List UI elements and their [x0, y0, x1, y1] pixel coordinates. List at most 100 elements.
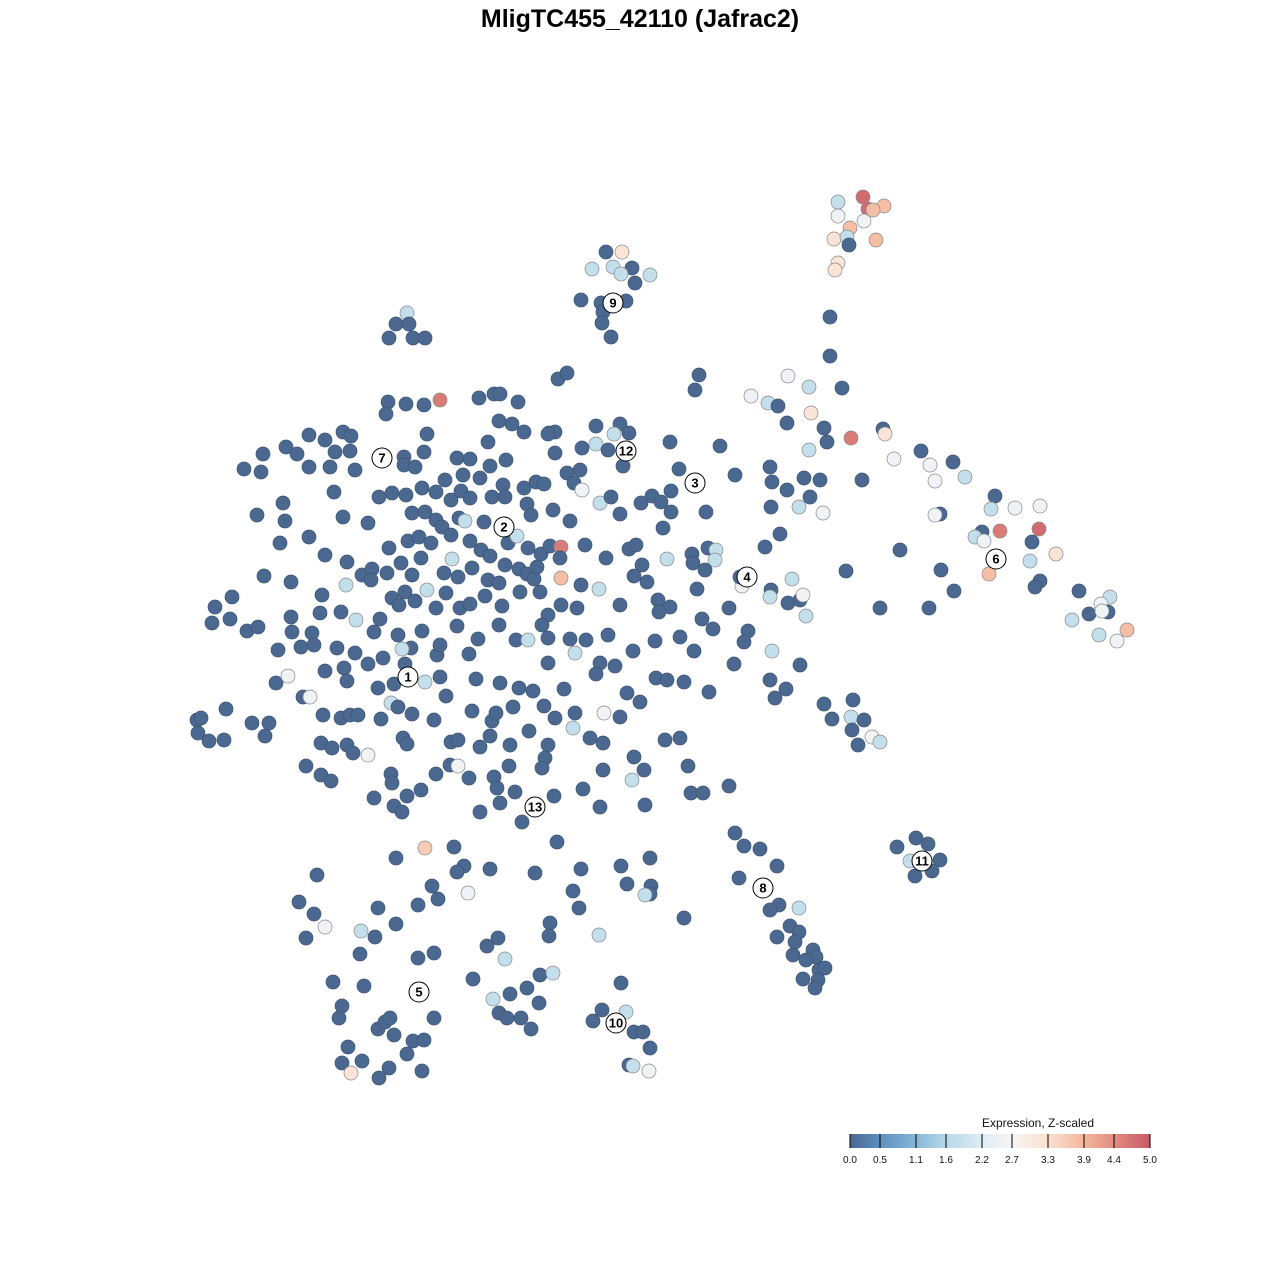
cluster-label-badge [397, 666, 419, 688]
cell-point [1064, 612, 1080, 628]
cell-point [585, 1013, 601, 1029]
cell-point [326, 484, 342, 500]
cell-point [277, 513, 293, 529]
cell-point [1109, 633, 1125, 649]
cell-point [461, 770, 477, 786]
cell-point [819, 434, 835, 450]
cell-point [865, 202, 881, 218]
cell-point [685, 555, 701, 571]
cell-point [981, 566, 997, 582]
cell-point [540, 655, 556, 671]
cell-point [491, 575, 507, 591]
cell-point [366, 790, 382, 806]
cell-point [516, 424, 532, 440]
cell-point [432, 392, 448, 408]
cell-point [416, 397, 432, 413]
cell-point [193, 710, 209, 726]
cell-point [801, 442, 817, 458]
cell-point [464, 703, 480, 719]
cell-point [491, 413, 507, 429]
cell-point [676, 910, 692, 926]
cell-point [490, 930, 506, 946]
cell-point [619, 876, 635, 892]
cell-point [603, 329, 619, 345]
cell-point [932, 852, 948, 868]
cell-point [574, 482, 590, 498]
cell-point [762, 459, 778, 475]
cell-point [444, 551, 460, 567]
cell-point [815, 505, 831, 521]
cell-point [817, 960, 833, 976]
cell-point [802, 489, 818, 505]
cell-point [877, 426, 893, 442]
cell-point [345, 745, 361, 761]
legend-tick-label: 5.0 [1143, 1155, 1157, 1166]
cell-point [268, 675, 284, 691]
cell-point [360, 747, 376, 763]
cell-point [933, 562, 949, 578]
cell-point [501, 758, 517, 774]
cell-point [663, 483, 679, 499]
cell-point [621, 425, 637, 441]
cell-point [565, 883, 581, 899]
cell-point [567, 705, 583, 721]
cell-point [672, 730, 688, 746]
cell-point [250, 619, 266, 635]
cell-point [398, 487, 414, 503]
cell-point [552, 550, 568, 566]
cell-point [462, 596, 478, 612]
cell-point [770, 398, 786, 414]
cell-point [342, 443, 358, 459]
cell-point [507, 784, 523, 800]
cell-point [763, 499, 779, 515]
cell-point [854, 472, 870, 488]
cell-point [596, 705, 612, 721]
cell-point [204, 615, 220, 631]
cell-point [721, 778, 737, 794]
legend-tick-label: 3.9 [1077, 1155, 1091, 1166]
cell-point [807, 980, 823, 996]
cell-point [417, 330, 433, 346]
cell-point [309, 867, 325, 883]
cell-point [659, 672, 675, 688]
cell-point [792, 657, 808, 673]
cell-point [413, 550, 429, 566]
cell-point [834, 380, 850, 396]
cell-point [336, 660, 352, 676]
cell-point [428, 766, 444, 782]
cell-point [721, 600, 737, 616]
cell-point [386, 1027, 402, 1043]
cell-point [222, 611, 238, 627]
cell-point [497, 951, 513, 967]
legend-tick-label: 0.5 [873, 1155, 887, 1166]
cell-point [443, 492, 459, 508]
cell-point [850, 737, 866, 753]
cell-point [856, 712, 872, 728]
cell-point [822, 348, 838, 364]
cell-point [256, 568, 272, 584]
cell-point [477, 588, 493, 604]
cell-point [540, 737, 556, 753]
cell-point [607, 658, 623, 674]
cell-point [340, 1039, 356, 1055]
cell-point [401, 316, 417, 332]
cell-point [613, 266, 629, 282]
cell-point [381, 540, 397, 556]
cell-point [378, 406, 394, 422]
legend-colorbar [850, 1134, 1150, 1148]
cell-point [449, 864, 465, 880]
cell-point [275, 495, 291, 511]
cell-point [838, 563, 854, 579]
cell-point [641, 1063, 657, 1079]
cell-point [868, 232, 884, 248]
cell-point [380, 394, 396, 410]
cell-point [510, 394, 526, 410]
cell-point [293, 639, 309, 655]
cell-point [727, 825, 743, 841]
cell-point [588, 666, 604, 682]
cell-point [562, 513, 578, 529]
cell-point [353, 923, 369, 939]
cell-point [366, 624, 382, 640]
cell-point [291, 894, 307, 910]
